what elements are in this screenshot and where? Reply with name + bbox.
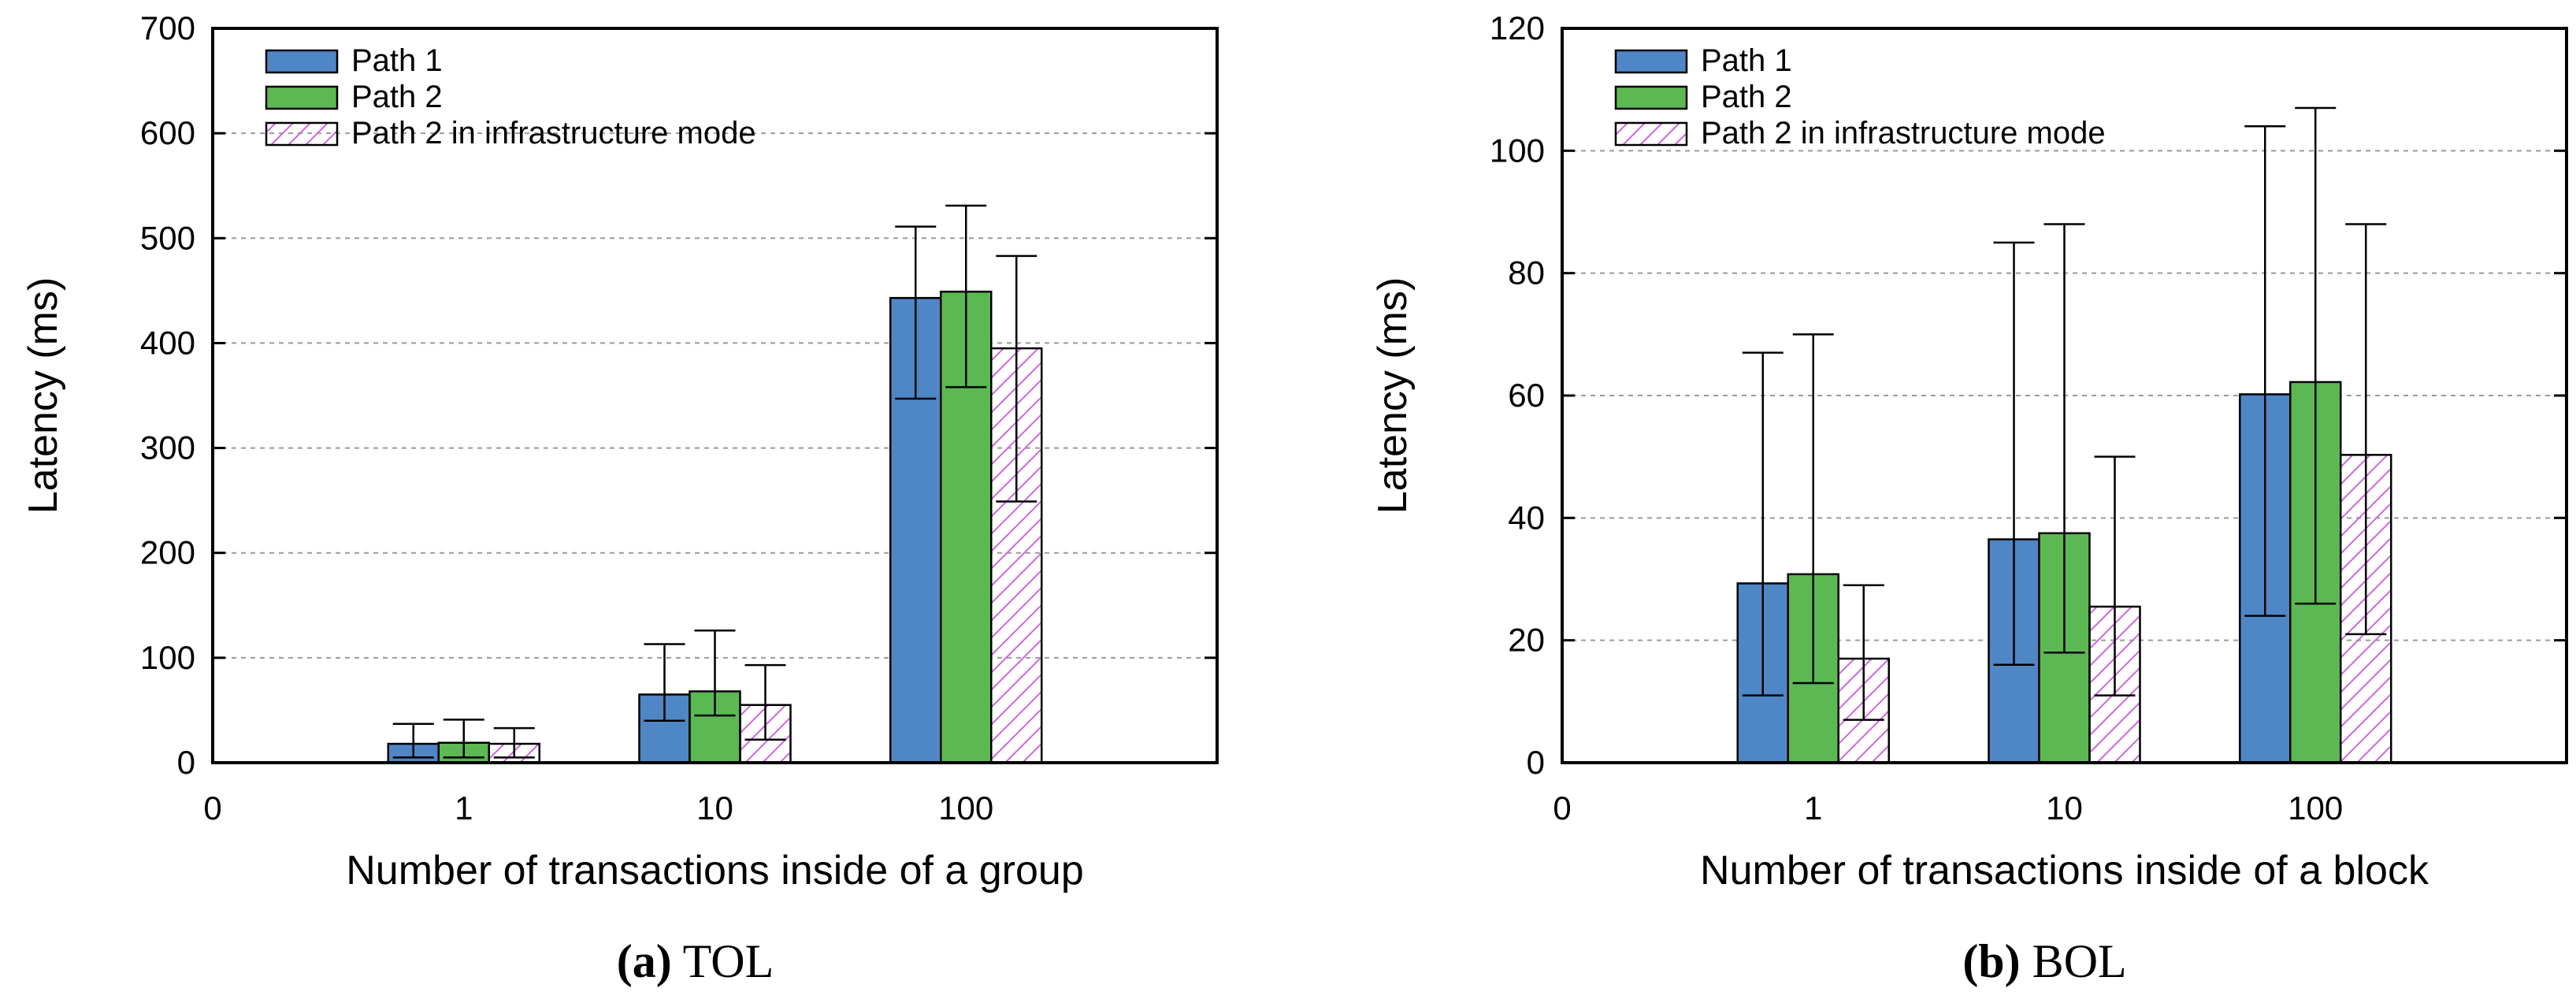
x-tick-label: 10 [2046,789,2083,827]
y-tick-label: 80 [1508,254,1545,292]
y-tick-label: 0 [1527,744,1545,781]
legend-swatch [265,49,339,74]
y-tick-label: 600 [140,114,195,151]
caption-letter: (b) [1962,935,2020,987]
y-tick-label: 400 [140,324,195,361]
x-tick-label: 1 [455,789,473,827]
x-tick-label: 0 [203,789,221,827]
legend-label: Path 2 [351,80,443,114]
caption-title: TOL [672,935,774,987]
x-tick-label: 0 [1553,789,1571,827]
legend-swatch [265,85,339,110]
y-tick-label: 100 [140,639,195,676]
legend-swatch [265,121,339,147]
legend-swatch [1614,85,1688,110]
y-tick-label: 300 [140,429,195,466]
legend-label: Path 2 in infrastructure mode [1701,116,2106,150]
x-tick-label: 10 [696,789,733,827]
caption-letter: (a) [617,935,672,987]
legend-label: Path 2 in infrastructure mode [351,116,756,150]
y-tick-label: 40 [1508,499,1545,536]
y-tick-label: 100 [1490,132,1545,169]
legend-label: Path 2 [1701,80,1792,114]
panel-caption: (a) TOL [617,935,774,987]
x-axis-title: Number of transactions inside of a block [1700,848,2429,893]
plot-frame [1561,27,2568,764]
y-tick-label: 200 [140,534,195,571]
x-axis-title: Number of transactions inside of a group [346,848,1084,893]
legend-label: Path 1 [351,43,443,78]
bar [689,690,741,764]
y-tick-label: 120 [1490,9,1545,46]
y-tick-label: 60 [1508,377,1545,414]
y-tick-label: 0 [177,744,195,781]
y-tick-label: 500 [140,219,195,256]
x-tick-label: 100 [938,789,993,827]
legend-swatch [1614,49,1688,74]
caption-title: BOL [2021,935,2127,987]
legend-swatch [1614,121,1688,147]
panel-caption: (b) BOL [1962,935,2126,987]
x-tick-label: 100 [2288,789,2343,827]
y-axis-title: Latency (ms) [1370,277,1416,515]
y-tick-label: 20 [1508,622,1545,659]
plot-frame [211,27,1219,764]
y-tick-label: 700 [140,9,195,46]
x-tick-label: 1 [1804,789,1822,827]
legend-label: Path 1 [1701,43,1792,78]
y-axis-title: Latency (ms) [20,277,66,515]
